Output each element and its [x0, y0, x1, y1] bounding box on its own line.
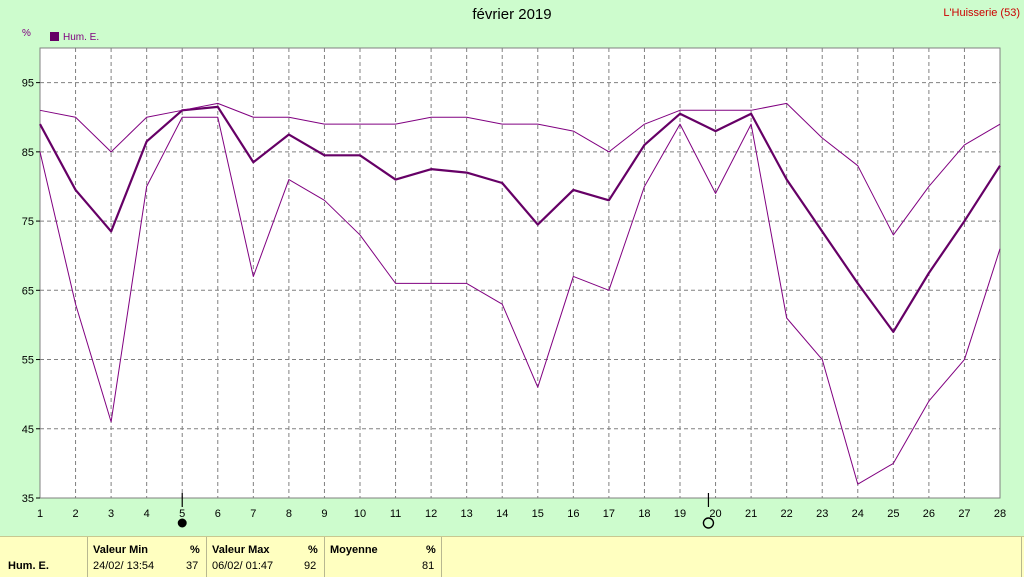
x-tick-label: 23: [816, 508, 828, 520]
min-value: 37: [186, 560, 199, 572]
x-tick-label: 3: [108, 508, 114, 520]
x-tick-label: 12: [425, 508, 437, 520]
divider: [441, 537, 442, 577]
x-tick-label: 13: [461, 508, 473, 520]
y-tick-label: 95: [22, 78, 34, 90]
mean-unit: %: [426, 544, 436, 556]
mean-value: 81: [422, 560, 435, 572]
x-tick-label: 21: [745, 508, 757, 520]
min-header: Valeur Min: [93, 544, 149, 556]
stats-panel: Hum. E. Valeur Min % 24/02/ 13:54 37 Val…: [0, 536, 1024, 577]
x-tick-label: 16: [567, 508, 579, 520]
y-tick-label: 45: [22, 424, 34, 436]
x-tick-label: 10: [354, 508, 366, 520]
station-name: L'Huisserie (53): [943, 7, 1020, 19]
y-tick-label: 75: [22, 216, 34, 228]
series-line-max: [39, 102, 1001, 236]
divider: [1021, 537, 1022, 577]
x-tick-label: 15: [532, 508, 544, 520]
max-unit: %: [308, 544, 318, 556]
legend-label: Hum. E.: [63, 32, 100, 43]
x-tick-label: 17: [603, 508, 615, 520]
x-tick-label: 8: [286, 508, 292, 520]
x-tick-label: 11: [390, 508, 401, 520]
x-tick-label: 14: [496, 508, 508, 520]
series-line-mean: [39, 105, 1001, 333]
y-tick-label: 55: [22, 355, 34, 367]
plot-area: [39, 47, 1001, 499]
x-tick-label: 5: [179, 508, 185, 520]
x-tick-label: 6: [215, 508, 221, 520]
mean-header: Moyenne: [330, 544, 378, 556]
divider: [324, 537, 325, 577]
x-tick-label: 18: [638, 508, 650, 520]
y-tick-label: 65: [22, 285, 34, 297]
min-unit: %: [190, 544, 200, 556]
divider: [206, 537, 207, 577]
x-tick-label: 9: [321, 508, 327, 520]
y-tick-label: 85: [22, 147, 34, 159]
x-tick-label: 26: [923, 508, 935, 520]
min-when: 24/02/ 13:54: [93, 560, 155, 572]
x-tick-label: 28: [994, 508, 1006, 520]
x-tick-label: 19: [674, 508, 686, 520]
y-tick-label: 35: [22, 493, 34, 505]
x-tick-label: 27: [958, 508, 970, 520]
max-value: 92: [304, 560, 317, 572]
y-axis-unit: %: [22, 28, 31, 39]
full-moon-icon: [177, 518, 187, 528]
legend: Hum. E.: [50, 32, 99, 43]
x-tick-label: 22: [781, 508, 793, 520]
new-moon-icon: [702, 517, 715, 529]
chart-title: février 2019: [472, 6, 552, 23]
x-tick-label: 25: [887, 508, 899, 520]
divider: [87, 537, 88, 577]
x-tick-label: 20: [709, 508, 721, 520]
x-tick-label: 24: [852, 508, 864, 520]
max-when: 06/02/ 01:47: [212, 560, 274, 572]
x-tick-label: 1: [37, 508, 43, 520]
x-tick-label: 4: [144, 508, 150, 520]
max-header: Valeur Max: [212, 544, 270, 556]
x-tick-label: 7: [250, 508, 256, 520]
x-tick-label: 2: [72, 508, 78, 520]
series-line-min: [39, 116, 1001, 485]
stats-row-label: Hum. E.: [8, 560, 49, 572]
legend-swatch: [50, 32, 59, 41]
